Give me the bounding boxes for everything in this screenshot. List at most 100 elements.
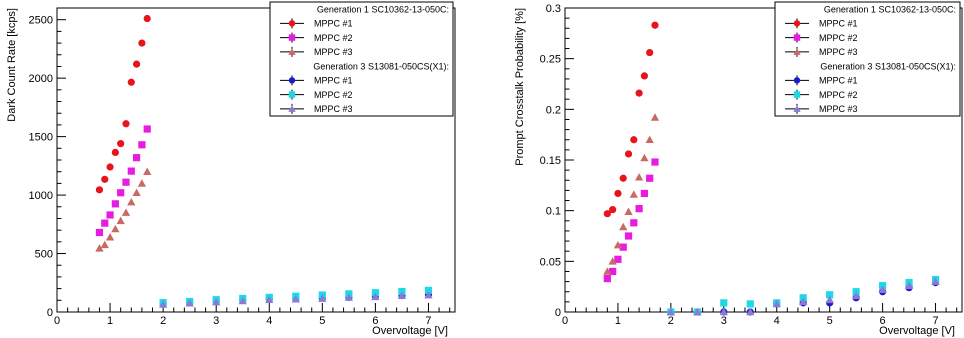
legend-entry-label: MPPC #3	[314, 104, 353, 114]
legend-box	[774, 1, 961, 117]
data-point	[122, 120, 130, 128]
y-axis-label: Prompt Crosstalk Probability [%]	[514, 8, 526, 166]
series-6	[666, 277, 940, 316]
legend-entry-label: MPPC #1	[819, 76, 858, 86]
data-point	[619, 243, 627, 251]
data-point	[238, 296, 247, 305]
y-tick-label: 0	[555, 307, 561, 319]
x-tick-label: 6	[880, 315, 886, 327]
legend-entry-label: MPPC #3	[819, 47, 858, 57]
data-point	[138, 141, 146, 149]
series-3	[603, 113, 660, 275]
legend-entry-label: MPPC #2	[819, 90, 858, 100]
data-point	[127, 78, 135, 86]
legend-marker	[793, 48, 801, 55]
data-point	[603, 267, 612, 275]
legend-marker	[793, 77, 801, 84]
y-axis-label: Dark Count Rate [kcps]	[6, 8, 18, 122]
x-tick-label: 2	[668, 315, 674, 327]
series-3	[95, 167, 152, 252]
legend-entry-label: MPPC #3	[314, 47, 353, 57]
data-point	[635, 205, 643, 213]
data-point	[185, 299, 194, 307]
data-point	[127, 197, 136, 206]
y-tick-label: 0.1	[546, 206, 561, 218]
data-point	[143, 125, 151, 133]
data-point	[603, 274, 611, 283]
data-point	[608, 257, 617, 265]
legend-group-title: Generation 1 SC10362-13-050C:	[317, 4, 449, 14]
x-tick-label: 4	[774, 315, 780, 327]
data-point	[318, 294, 327, 302]
data-point	[117, 189, 125, 197]
data-point	[614, 189, 622, 198]
y-tick-label: 500	[35, 249, 53, 261]
legend-marker	[288, 77, 296, 84]
data-point	[635, 89, 643, 97]
data-point	[630, 219, 638, 227]
legend-marker	[793, 105, 801, 112]
series-2	[603, 158, 659, 283]
legend-marker	[288, 20, 296, 27]
data-point	[746, 300, 754, 308]
data-point	[619, 174, 627, 182]
data-point	[133, 60, 141, 68]
legend-marker	[793, 91, 801, 98]
data-point	[799, 297, 808, 306]
x-tick-label: 3	[721, 315, 727, 327]
data-point	[371, 292, 380, 301]
data-point	[878, 285, 887, 294]
data-point	[651, 21, 659, 29]
legend: Generation 1 SC10362-13-050C: MPPC #1 MPPC…	[269, 1, 454, 117]
x-tick-label: 5	[827, 315, 833, 327]
series-1	[603, 21, 659, 218]
data-point	[101, 219, 109, 227]
data-point	[851, 291, 861, 300]
data-point	[624, 232, 633, 240]
y-tick-label: 0.15	[540, 155, 561, 167]
data-point	[111, 224, 120, 233]
data-point	[619, 222, 628, 231]
data-point	[117, 140, 125, 148]
data-point	[609, 206, 617, 214]
x-tick-label: 0	[54, 315, 60, 327]
data-point	[95, 186, 104, 194]
data-point	[640, 153, 649, 162]
legend-entry-label: MPPC #1	[314, 76, 353, 86]
data-point	[100, 240, 109, 249]
data-point	[624, 150, 633, 158]
x-tick-label: 2	[160, 315, 166, 327]
data-point	[931, 277, 940, 285]
legend-entry-label: MPPC #1	[819, 19, 858, 29]
data-point	[772, 299, 781, 308]
y-tick-label: 1500	[29, 132, 53, 144]
y-tick-label: 2500	[29, 15, 53, 27]
chart-panel-1: 0 1 2 3 4 5 6 7 0 500 1000 1500 2000 2500 Overvoltage …	[6, 1, 456, 337]
data-point	[122, 178, 130, 186]
data-point	[291, 294, 300, 303]
data-point	[111, 200, 119, 208]
legend-marker	[288, 105, 296, 112]
x-tick-label: 0	[562, 315, 568, 327]
series-6	[158, 290, 433, 308]
data-point	[424, 290, 433, 299]
data-point	[116, 216, 125, 225]
y-tick-label: 0.2	[546, 104, 561, 116]
x-axis-label: Overvoltage [V]	[372, 325, 448, 337]
data-point	[121, 208, 131, 216]
data-point	[904, 281, 914, 289]
data-point	[397, 291, 407, 299]
data-point	[603, 210, 611, 218]
data-point	[138, 39, 146, 47]
legend-marker	[793, 34, 801, 41]
data-point	[95, 228, 104, 237]
data-point	[624, 207, 633, 215]
x-tick-label: 6	[372, 315, 378, 327]
data-point	[111, 148, 119, 156]
series-2	[95, 125, 151, 237]
data-point	[212, 297, 221, 306]
data-point	[95, 244, 104, 252]
data-point	[650, 113, 660, 121]
data-point	[137, 179, 147, 187]
data-point	[645, 135, 654, 144]
